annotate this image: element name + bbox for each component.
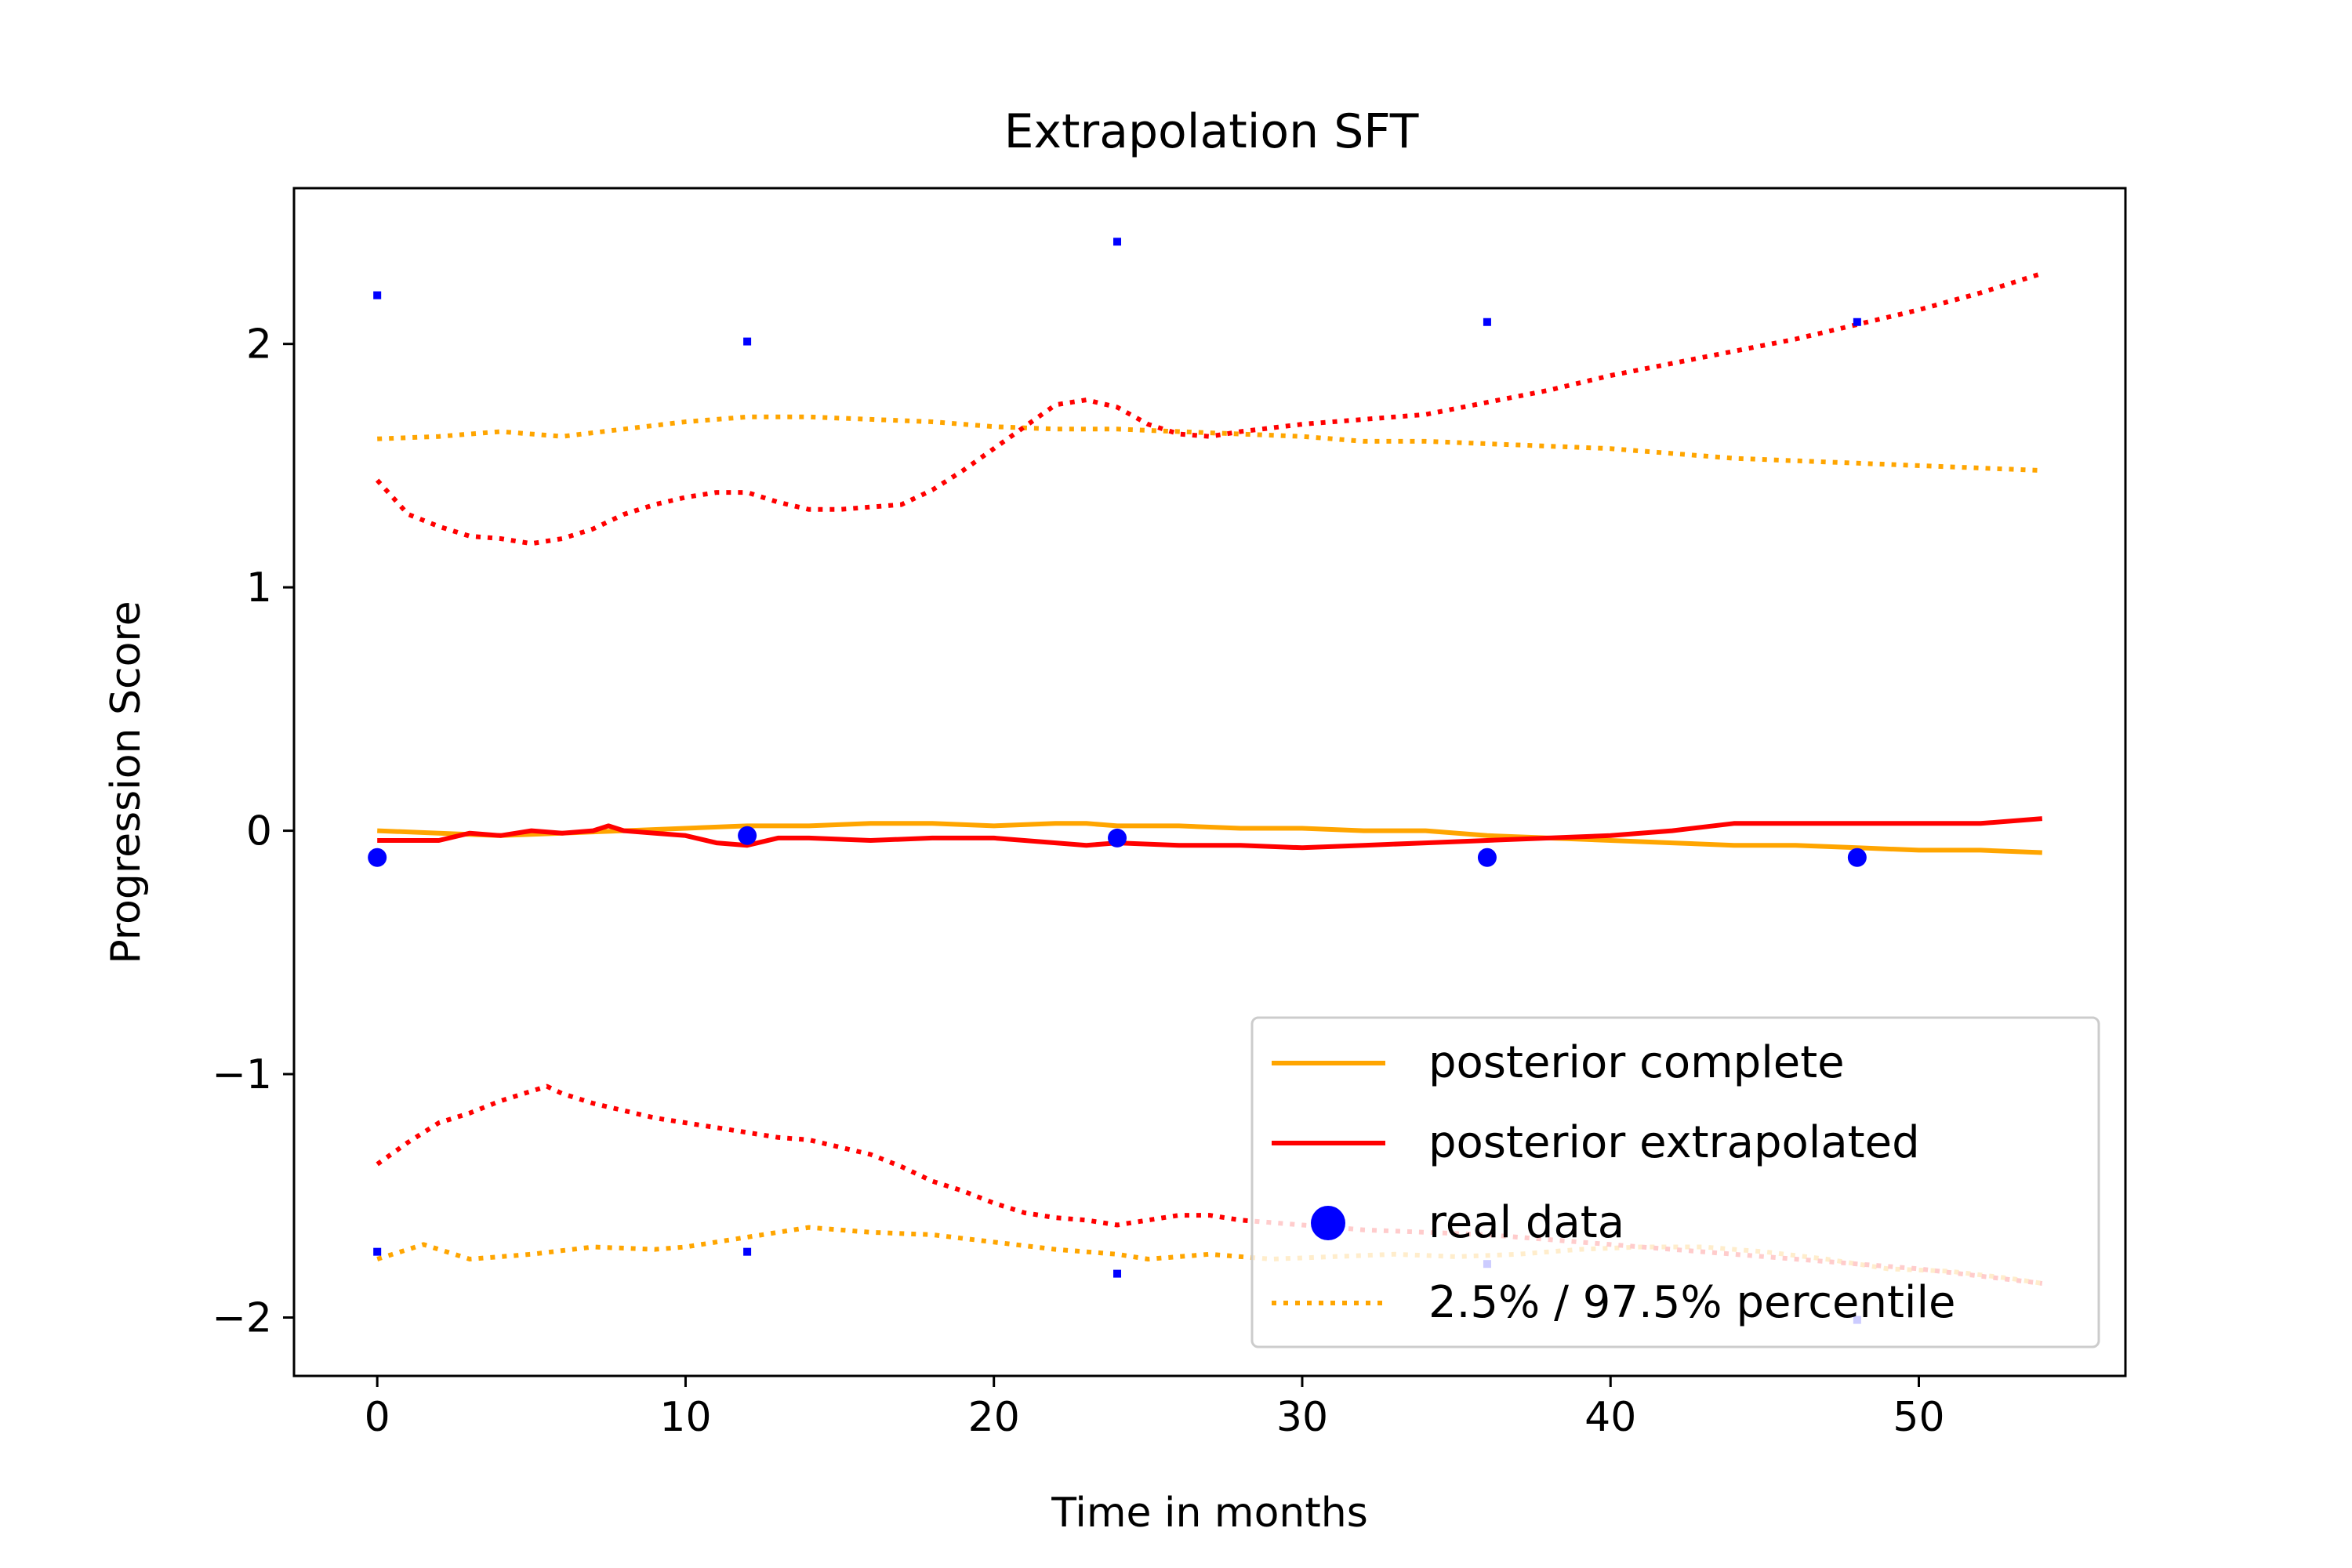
x-tick-label-1: 10 (659, 1394, 711, 1441)
real-data-point-2 (1108, 828, 1127, 848)
legend-label-3: 2.5% / 97.5% percentile (1428, 1277, 1956, 1328)
sample-point-6 (743, 1247, 752, 1256)
x-axis: 0 10 20 30 40 50 (365, 1376, 1945, 1441)
series-line-0 (377, 821, 2042, 855)
x-tick-label-0: 0 (365, 1394, 390, 1441)
y-tick-label-4: 2 (246, 321, 272, 368)
y-tick-label-3: 1 (246, 564, 272, 612)
real-data-point-1 (738, 826, 757, 845)
y-tick-label-2: 0 (246, 808, 272, 855)
sample-point-3 (1483, 318, 1491, 326)
x-axis-label: Time in months (1051, 1490, 1368, 1537)
plot-frame (292, 187, 2127, 1377)
legend-swatch-2 (1311, 1206, 1345, 1240)
y-axis-label: Progression Score (103, 601, 150, 964)
sample-point-5 (373, 1247, 382, 1256)
real-data-point-3 (1477, 848, 1497, 867)
y-tick-label-1: −1 (212, 1051, 272, 1098)
chart-title: Extrapolation SFT (1004, 104, 1419, 159)
x-tick-label-5: 50 (1893, 1394, 1944, 1441)
x-tick-label-3: 30 (1276, 1394, 1328, 1441)
real-data-point-0 (368, 848, 387, 867)
series-line-2 (377, 414, 2042, 474)
series-line-4 (375, 270, 2043, 546)
sample-point-0 (373, 291, 382, 299)
legend: posterior complete posterior extrapolated… (1250, 1016, 2100, 1348)
series-line-1 (377, 816, 2043, 851)
legend-label-0: posterior complete (1428, 1037, 1845, 1088)
x-tick-label-4: 40 (1584, 1394, 1636, 1441)
y-tick-label-0: −2 (212, 1294, 272, 1341)
x-tick-label-2: 20 (968, 1394, 1020, 1441)
real-data-point-4 (1847, 848, 1867, 867)
legend-label-1: posterior extrapolated (1428, 1117, 1920, 1168)
sample-point-1 (743, 337, 752, 346)
sample-point-7 (1113, 1269, 1122, 1278)
legend-box (1250, 1016, 2100, 1348)
sample-point-2 (1113, 238, 1122, 246)
series-line-3 (376, 1225, 2043, 1286)
sample-point-4 (1853, 318, 1861, 326)
legend-label-2: real data (1428, 1197, 1624, 1248)
y-axis: −2 −1 0 1 2 (212, 321, 294, 1341)
